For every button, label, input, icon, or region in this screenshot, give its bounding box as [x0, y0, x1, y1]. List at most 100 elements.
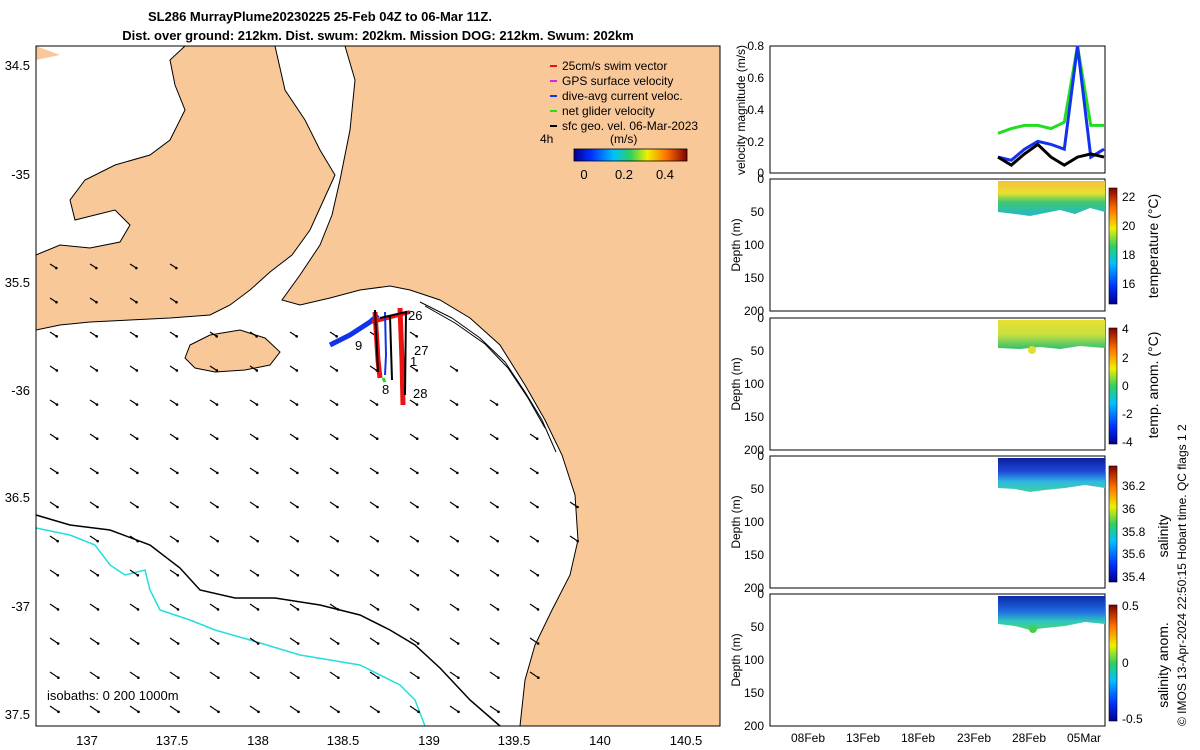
sfc-geo-arrow — [329, 705, 339, 713]
depth-tick-1-0: 0 — [757, 311, 764, 325]
sfc-geo-arrow — [489, 603, 499, 610]
sfc-geo-arrow-head — [55, 369, 59, 372]
sfc-geo-arrow-head — [296, 505, 299, 509]
sfc-geo-arrow-head — [175, 403, 179, 406]
lon-tick-137: 137 — [76, 733, 98, 748]
sfc-geo-arrow-head — [136, 505, 139, 509]
sfc-geo-arrow-head — [175, 335, 178, 338]
sfc-geo-arrow-head — [55, 437, 59, 441]
sfc-geo-arrow — [289, 467, 298, 474]
sfc-geo-arrow — [129, 433, 138, 440]
sfc-geo-arrow-head — [576, 505, 579, 509]
sfc-geo-arrow — [529, 637, 539, 645]
sfc-geo-arrow — [49, 467, 58, 474]
glider-track: 26 27 1 9 8 28 — [328, 307, 428, 406]
sfc-geo-arrow-head — [417, 676, 420, 679]
sfc-geo-arrow — [369, 603, 379, 610]
sfc-geo-arrow-head — [456, 573, 460, 577]
depth-tick-2-3: 150 — [744, 548, 764, 562]
sfc-geo-arrow-head — [296, 608, 300, 611]
sfc-geo-arrow — [89, 569, 99, 576]
sal-cb-tick-35.4: 35.4 — [1122, 570, 1146, 584]
sfc-geo-arrow — [289, 535, 299, 542]
sfc-geo-arrow — [129, 705, 139, 713]
sfc-geo-arrow-head — [295, 335, 298, 338]
sfc-geo-arrow — [409, 365, 418, 371]
temp-anom-colorbar — [1108, 327, 1118, 445]
salinity-panel: 36.2 36 35.8 35.6 35.4 salinity — [769, 455, 1171, 589]
tanom-cb-tick-0: 0 — [1122, 379, 1129, 393]
sal-cb-tick-36: 36 — [1122, 502, 1136, 516]
sfc-geo-arrow-head — [96, 539, 99, 543]
salinity-anom-colorbar — [1108, 604, 1118, 722]
land-island — [184, 329, 281, 373]
swim-track-east — [397, 307, 406, 406]
depth-tick-2-2: 100 — [744, 515, 764, 529]
sfc-geo-arrow — [89, 365, 98, 371]
sfc-geo-arrow-head — [135, 266, 138, 270]
colorbar-prefix: 4h — [540, 132, 553, 146]
sfc-geo-arrow-head — [335, 403, 339, 406]
sfc-geo-arrow — [289, 501, 298, 508]
salinity-frame — [769, 455, 1106, 589]
depth-axis-labels: Depth (m) 0 50 100 150 200 Depth (m) 0 50 100 150 2… — [729, 172, 764, 733]
temp-anom-panel: 4 2 0 -2 -4 temp. anom. (°C) — [769, 317, 1161, 451]
sfc-geo-arrow — [409, 467, 418, 474]
sfc-geo-arrow — [449, 671, 459, 679]
footer-credit: © IMOS 13-Apr-2024 22:50:15 Hobart time.… — [1175, 424, 1189, 726]
sfc-geo-arrow — [49, 569, 59, 576]
chart-title-line2: Dist. over ground: 212km. Dist. swum: 20… — [122, 28, 634, 43]
sfc-geo-arrow — [529, 501, 538, 508]
sfc-geo-arrow — [89, 399, 98, 406]
temp-cb-tick-20: 20 — [1122, 219, 1136, 233]
sfc-geo-arrow — [489, 433, 498, 440]
sfc-geo-arrow — [409, 535, 419, 542]
sfc-geo-arrow — [169, 467, 178, 474]
legend-label-gps: GPS surface velocity — [562, 74, 673, 88]
velocity-frame — [769, 45, 1106, 174]
sfc-geo-arrow-head — [296, 471, 299, 475]
sfc-geo-arrow — [369, 705, 379, 713]
sfc-geo-arrow — [489, 399, 498, 406]
sfc-geo-arrow-head — [135, 300, 138, 304]
sfc-geo-arrow — [169, 331, 177, 337]
sfc-geo-arrow-head — [496, 573, 500, 577]
sfc-geo-arrow — [129, 535, 139, 542]
sfc-geo-arrow — [249, 467, 258, 474]
sfc-geo-arrow — [369, 365, 378, 371]
sfc-geo-arrow-head — [536, 539, 539, 543]
sfc-geo-arrow-head — [176, 608, 180, 611]
sfc-geo-arrow — [409, 637, 419, 645]
sfc-geo-arrow — [489, 467, 498, 474]
sfc-geo-arrow-head — [295, 437, 299, 441]
sfc-geo-arrow-head — [416, 539, 419, 543]
colorbar-tick-2: 0.4 — [656, 167, 674, 182]
salinity-anom-spot — [1029, 625, 1037, 633]
sfc-geo-arrow-head — [135, 335, 138, 338]
sfc-geo-arrow — [569, 501, 578, 508]
sfc-geo-arrow — [369, 467, 378, 474]
speed-colorbar — [573, 148, 688, 162]
sfc-geo-arrow — [289, 705, 299, 713]
sfc-geo-arrow-head — [256, 573, 260, 577]
sfc-geo-arrow — [449, 433, 458, 440]
sfc-geo-arrow-head — [336, 573, 340, 577]
coastal-lagoon-inner — [424, 305, 546, 429]
temp-anom-spot — [1028, 346, 1036, 354]
glider-path — [374, 309, 408, 396]
sfc-geo-arrow — [49, 501, 58, 508]
sfc-geo-arrow-head — [416, 642, 420, 645]
sfc-geo-arrow-head — [376, 539, 379, 543]
sfc-geo-arrow — [329, 637, 339, 645]
lat-tick--36: -36 — [11, 383, 30, 398]
sfc-geo-arrow — [49, 603, 59, 610]
depth-tick-3-0: 0 — [757, 587, 764, 601]
map-legend: 25cm/s swim vector GPS surface velocity … — [540, 59, 698, 182]
depth-tick-0-4: 200 — [744, 304, 764, 318]
sfc-geo-arrow-head — [255, 403, 259, 406]
sfc-geo-arrow-head — [175, 266, 178, 270]
sfc-geo-arrow-head — [55, 300, 58, 304]
sfc-geo-arrow-head — [416, 608, 420, 611]
sfc-geo-arrow-head — [136, 608, 140, 611]
sfc-geo-arrow-head — [56, 642, 60, 645]
